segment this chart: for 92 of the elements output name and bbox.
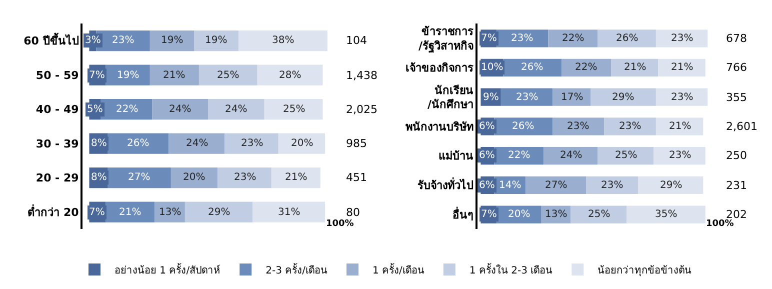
text: 1,438 bbox=[346, 69, 378, 82]
data-label: 8% bbox=[91, 138, 107, 149]
data-label: 7% bbox=[481, 209, 497, 220]
y-tick-label: เจ้าของกิจการ bbox=[405, 62, 474, 75]
legend-label: 2-3 ครั้ง/เดือน bbox=[266, 262, 328, 276]
data-label: 22% bbox=[508, 150, 530, 161]
data-label: 7% bbox=[481, 33, 497, 44]
data-label: 24% bbox=[560, 150, 582, 161]
y-tick-label: 60 ปีขึ้นไป bbox=[24, 32, 79, 48]
data-label: 21% bbox=[163, 70, 186, 81]
y-tick-label: ต่ำกว่า 20 bbox=[28, 204, 80, 219]
data-label: 23% bbox=[567, 121, 590, 132]
legend-label: 1 ครั้งใน 2-3 เดือน bbox=[469, 262, 553, 276]
data-label: 29% bbox=[612, 92, 634, 103]
y-tick-label: แม่บ้าน bbox=[438, 150, 474, 163]
legend-label: 1 ครั้ง/เดือน bbox=[372, 262, 424, 276]
data-label: 13% bbox=[545, 209, 568, 220]
data-label: 29% bbox=[660, 180, 682, 191]
text: 250 bbox=[726, 149, 747, 162]
data-label: 22% bbox=[575, 62, 598, 73]
data-label: 24% bbox=[225, 104, 248, 115]
legend-label: น้อยกว่าทุกข้อข้างต้น bbox=[598, 264, 692, 276]
data-label: 23% bbox=[601, 180, 624, 191]
data-label: 35% bbox=[655, 209, 678, 220]
data-label: 21% bbox=[669, 121, 692, 132]
data-label: 20% bbox=[508, 209, 530, 220]
data-label: 7% bbox=[89, 70, 105, 81]
y-tick-label: 20 - 29 bbox=[36, 172, 79, 185]
data-label: 23% bbox=[671, 92, 694, 103]
data-label: 7% bbox=[89, 207, 105, 218]
data-label: 26% bbox=[127, 138, 150, 149]
text: 985 bbox=[346, 137, 367, 150]
y-tick-label: อื่นๆ bbox=[452, 206, 474, 222]
data-label: 23% bbox=[241, 138, 264, 149]
data-label: 23% bbox=[234, 172, 256, 183]
annotation: 100% bbox=[706, 219, 734, 229]
data-label: 23% bbox=[671, 33, 694, 44]
text: 355 bbox=[726, 91, 747, 104]
data-label: 22% bbox=[562, 33, 584, 44]
data-label: 20% bbox=[183, 172, 206, 183]
text: 80 bbox=[346, 206, 360, 219]
y-tick-label: 30 - 39 bbox=[36, 137, 79, 150]
data-label: 13% bbox=[159, 207, 182, 218]
data-label: 25% bbox=[283, 104, 306, 115]
data-label: 22% bbox=[116, 104, 138, 115]
data-label: 19% bbox=[161, 35, 184, 46]
data-label: 24% bbox=[169, 104, 192, 115]
data-label: 10% bbox=[481, 62, 504, 73]
data-label: 23% bbox=[669, 150, 692, 161]
data-label: 23% bbox=[112, 35, 134, 46]
annotation: 100% bbox=[326, 219, 354, 229]
data-label: 26% bbox=[512, 121, 534, 132]
y-tick-label: ข้าราชการ /รัฐวิสาหกิจ bbox=[418, 25, 474, 54]
data-label: 19% bbox=[117, 70, 140, 81]
y-tick-label: รับจ้างทั่วไป bbox=[417, 177, 474, 192]
data-label: 9% bbox=[483, 92, 499, 103]
data-label: 31% bbox=[278, 207, 300, 218]
data-label: 25% bbox=[615, 150, 638, 161]
data-label: 27% bbox=[545, 180, 568, 191]
data-label: 24% bbox=[186, 138, 208, 149]
text: 104 bbox=[346, 34, 367, 47]
data-label: 23% bbox=[511, 33, 534, 44]
data-label: 28% bbox=[279, 70, 302, 81]
data-label: 14% bbox=[499, 180, 522, 191]
data-label: 25% bbox=[588, 209, 610, 220]
y-tick-label: 40 - 49 bbox=[36, 103, 79, 116]
text: 2,601 bbox=[726, 120, 758, 133]
text: 451 bbox=[346, 171, 367, 184]
y-tick-label: 50 - 59 bbox=[36, 68, 79, 82]
data-label: 23% bbox=[516, 92, 538, 103]
text: 766 bbox=[726, 61, 747, 74]
y-tick-label: นักเรียน /นักศึกษา bbox=[427, 84, 474, 112]
data-label: 25% bbox=[217, 70, 240, 81]
data-label: 21% bbox=[671, 62, 694, 73]
data-label: 17% bbox=[561, 92, 584, 103]
data-label: 21% bbox=[624, 62, 646, 73]
data-label: 26% bbox=[521, 62, 544, 73]
legend-label: อย่างน้อย 1 ครั้ง/สัปดาห์ bbox=[114, 262, 221, 276]
data-label: 29% bbox=[208, 207, 230, 218]
text: 678 bbox=[726, 32, 747, 45]
data-label: 26% bbox=[616, 33, 638, 44]
data-label: 27% bbox=[128, 172, 150, 183]
y-tick-label: พนักงานบริษัท bbox=[405, 120, 474, 134]
data-label: 21% bbox=[285, 172, 308, 183]
data-label: 21% bbox=[119, 207, 142, 218]
data-label: 20% bbox=[291, 138, 314, 149]
data-label: 38% bbox=[272, 35, 294, 46]
data-label: 19% bbox=[205, 35, 228, 46]
data-label: 8% bbox=[91, 172, 107, 183]
data-label: 23% bbox=[619, 121, 642, 132]
text: 2,025 bbox=[346, 103, 378, 116]
text: 231 bbox=[726, 179, 747, 192]
